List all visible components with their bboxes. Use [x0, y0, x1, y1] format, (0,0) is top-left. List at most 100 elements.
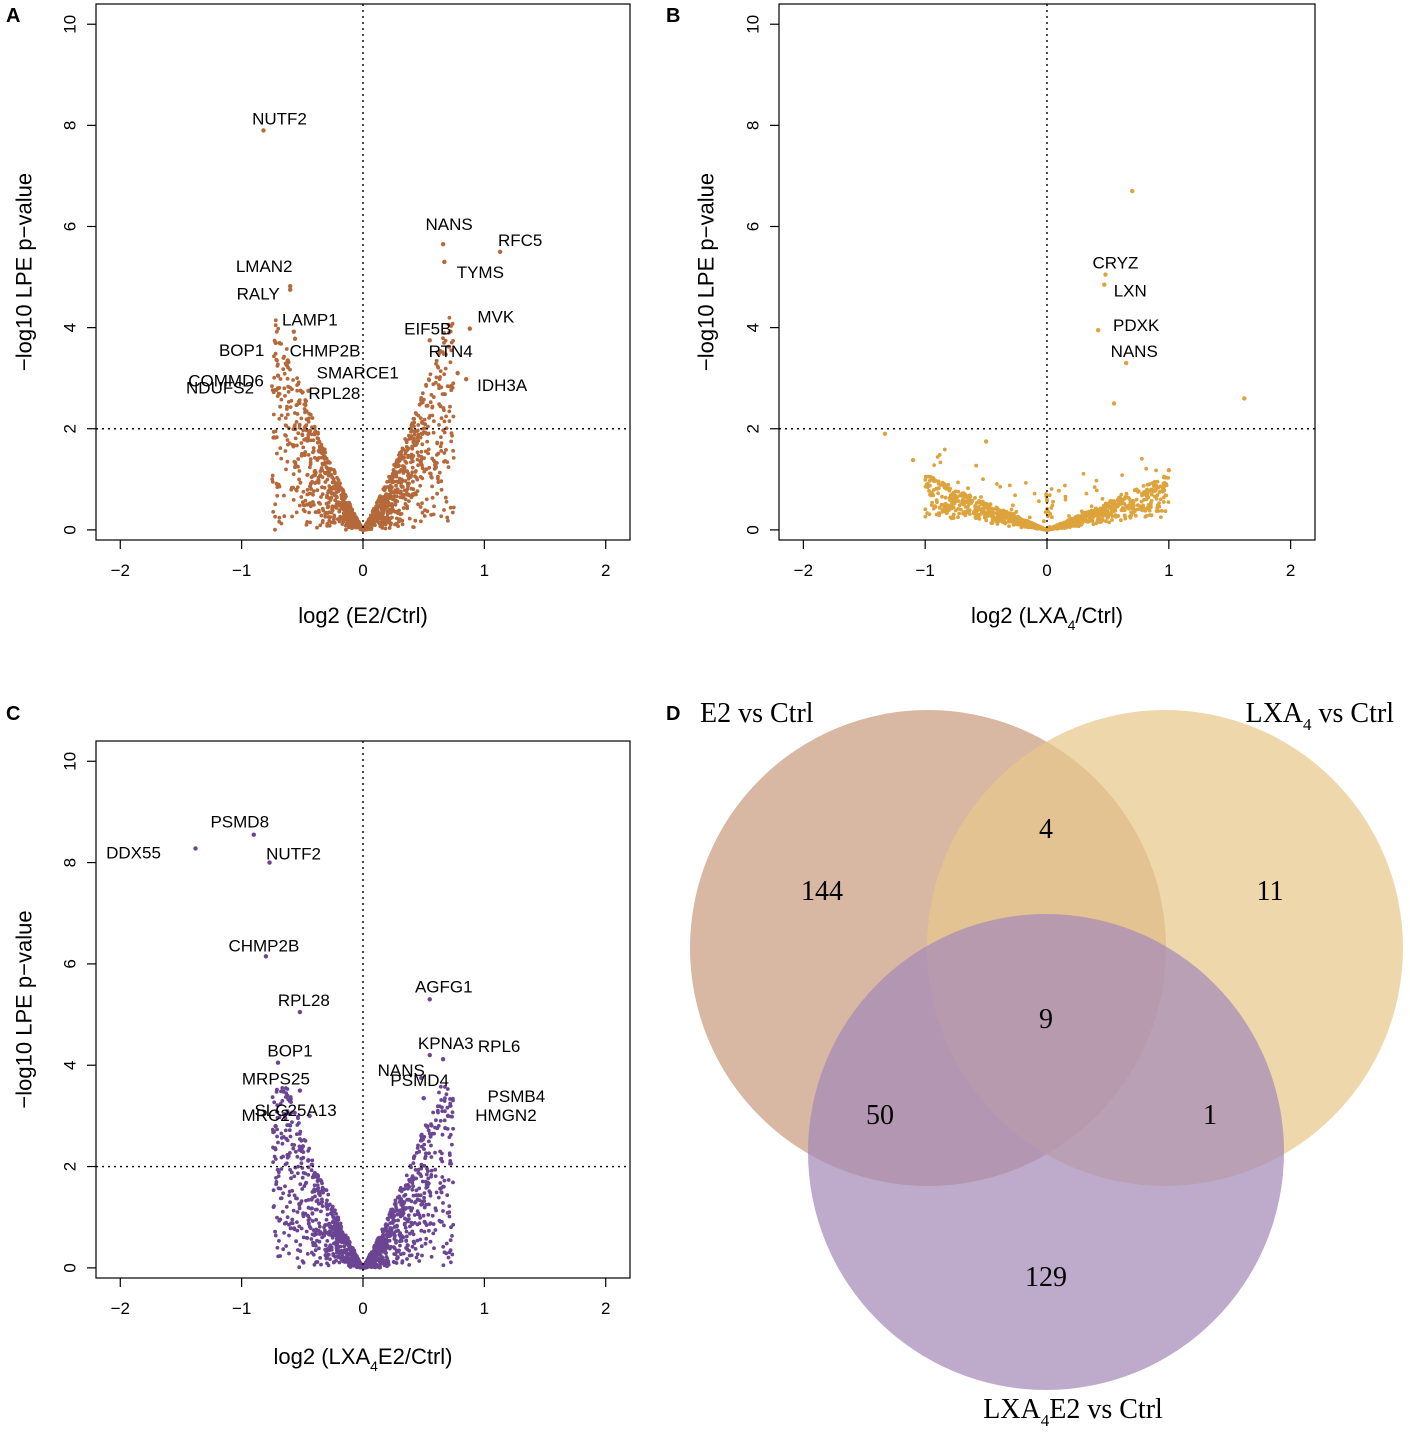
data-point	[446, 1178, 451, 1182]
data-point	[326, 459, 331, 464]
point-chmp2b	[292, 336, 298, 341]
data-point	[447, 1135, 452, 1139]
data-point	[409, 486, 414, 491]
data-point	[984, 518, 989, 523]
data-point	[305, 1252, 310, 1256]
data-point	[1141, 484, 1146, 488]
data-point	[328, 498, 333, 502]
data-point	[442, 341, 446, 345]
data-point	[319, 1189, 323, 1194]
data-point	[276, 1254, 281, 1259]
data-point	[291, 1208, 296, 1213]
data-point	[297, 1265, 302, 1270]
data-point	[424, 1236, 429, 1241]
data-point	[447, 1204, 452, 1208]
data-point	[388, 522, 393, 527]
data-point	[407, 1263, 412, 1267]
data-point	[418, 475, 423, 479]
data-point	[383, 1243, 388, 1248]
data-point	[436, 480, 441, 484]
data-point	[375, 1239, 380, 1244]
data-point	[335, 1254, 340, 1259]
data-point	[294, 510, 299, 515]
data-point	[413, 1200, 417, 1205]
data-point	[354, 1257, 359, 1262]
data-point	[450, 1142, 454, 1147]
y-tick-label: 6	[61, 959, 80, 968]
data-point	[390, 505, 395, 509]
data-point	[1140, 456, 1144, 461]
data-point	[303, 437, 308, 442]
data-point	[291, 444, 296, 449]
data-point	[273, 1233, 278, 1238]
point-ddx55	[193, 846, 198, 851]
data-point	[423, 1154, 428, 1159]
data-point	[1112, 499, 1117, 504]
data-point	[973, 504, 977, 508]
data-point	[442, 1118, 447, 1123]
data-point	[325, 493, 329, 498]
data-point	[1135, 503, 1140, 507]
data-point	[932, 463, 936, 467]
data-point	[388, 477, 393, 482]
data-point	[1105, 508, 1110, 513]
panel-letter: D	[666, 703, 680, 725]
data-point	[412, 417, 417, 421]
data-point	[405, 1257, 409, 1261]
data-point	[290, 1120, 294, 1124]
data-point	[424, 1172, 429, 1177]
data-point	[376, 520, 381, 524]
gene-label-psmd4: PSMD4	[390, 1071, 449, 1090]
data-point	[943, 495, 948, 500]
gene-label-nans: NANS	[1111, 342, 1158, 361]
data-point	[1119, 518, 1123, 523]
data-point	[423, 508, 427, 512]
data-point	[443, 1109, 447, 1114]
data-point	[323, 511, 327, 516]
data-point	[313, 473, 317, 478]
data-point	[967, 497, 971, 501]
data-point	[284, 1244, 288, 1248]
data-point	[351, 1246, 355, 1251]
data-point	[923, 514, 928, 519]
y-axis-label: −log10 LPE p−value	[12, 173, 37, 371]
data-point	[931, 477, 935, 482]
data-point	[442, 419, 447, 424]
data-point	[983, 439, 989, 444]
data-point	[1136, 489, 1141, 494]
data-point	[420, 1179, 425, 1184]
data-point	[1122, 513, 1127, 518]
data-point	[985, 511, 990, 515]
data-point	[447, 409, 452, 414]
point-mvk	[467, 326, 472, 331]
data-point	[317, 1224, 322, 1229]
data-point	[304, 1198, 308, 1203]
data-point	[421, 1213, 426, 1218]
data-point	[1092, 485, 1097, 489]
data-point	[1155, 506, 1159, 510]
data-point	[419, 1162, 424, 1167]
data-point	[442, 331, 446, 335]
data-point	[289, 1100, 293, 1104]
data-point	[314, 1199, 319, 1204]
data-point	[1153, 489, 1158, 493]
data-point	[394, 1261, 399, 1265]
data-point	[402, 488, 407, 493]
data-point	[442, 1184, 446, 1189]
data-point	[331, 1252, 336, 1256]
data-point	[319, 1209, 323, 1214]
data-point	[423, 1179, 428, 1184]
data-point	[420, 466, 425, 471]
data-point	[301, 445, 306, 450]
data-point	[433, 463, 437, 467]
data-point	[423, 422, 428, 427]
label-part: 4	[1303, 715, 1312, 734]
data-point	[345, 1257, 350, 1262]
data-point	[430, 1213, 435, 1218]
data-point	[1083, 515, 1087, 520]
point-raly	[287, 287, 293, 292]
data-point	[381, 511, 386, 515]
data-point	[426, 1128, 431, 1133]
data-point	[1094, 478, 1099, 483]
